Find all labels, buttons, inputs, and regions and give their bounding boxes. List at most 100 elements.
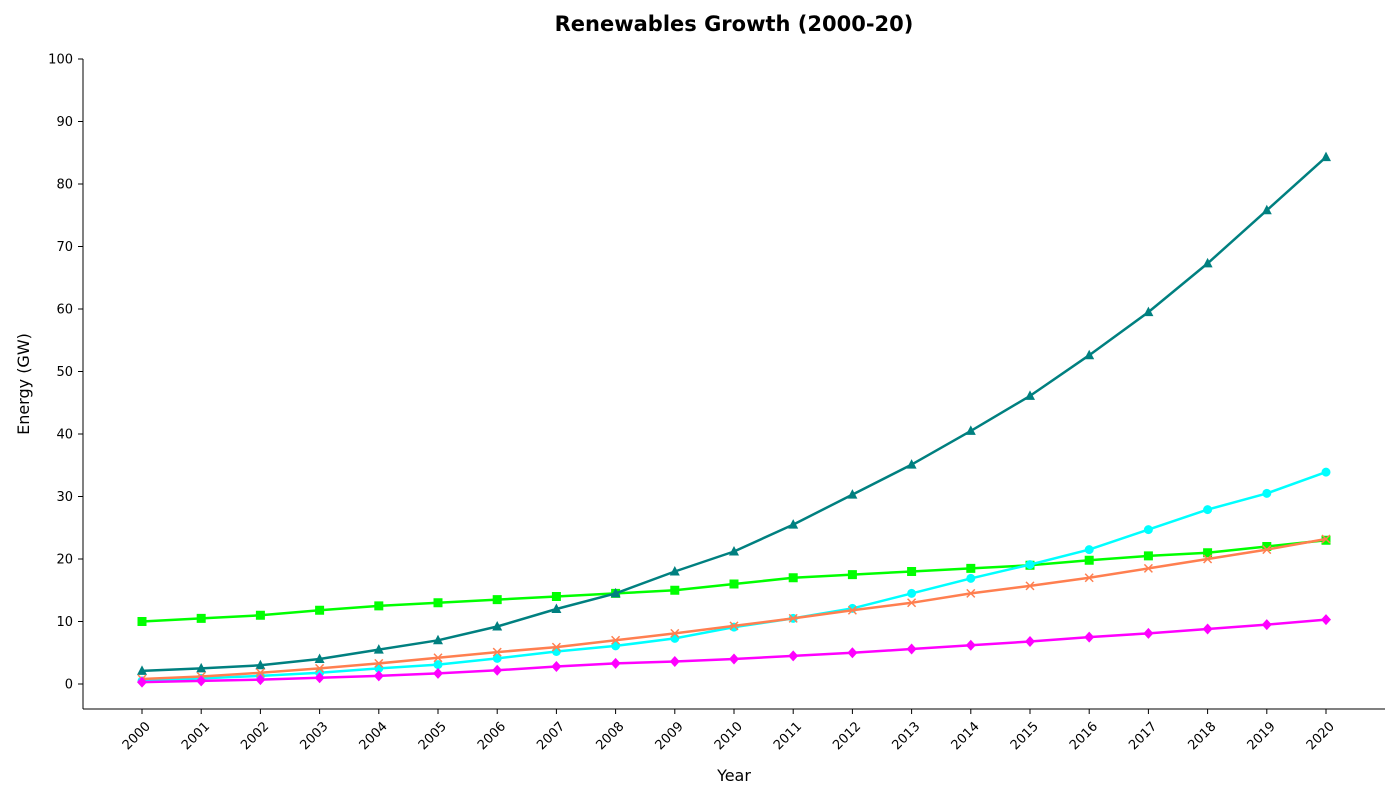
x-tick-label: 2006 (475, 719, 509, 753)
data-point (492, 653, 502, 663)
axes (82, 59, 1385, 710)
data-point (847, 605, 857, 615)
data-point (1321, 151, 1331, 162)
data-point (1143, 563, 1153, 573)
data-point (1262, 545, 1272, 555)
data-point (965, 425, 976, 435)
x-tick-label: 2013 (889, 719, 923, 753)
data-point (315, 605, 325, 615)
data-point (433, 598, 443, 608)
data-point (1025, 636, 1035, 647)
data-point (551, 592, 561, 601)
y-tick-label: 40 (56, 428, 73, 443)
data-point (1025, 581, 1035, 591)
data-point (492, 664, 503, 676)
data-point (196, 662, 207, 673)
series-3 (137, 467, 1331, 686)
data-point (492, 621, 503, 631)
y-tick-label: 20 (56, 553, 73, 568)
data-point (1084, 349, 1095, 360)
data-point (847, 647, 858, 659)
data-point (1262, 488, 1272, 498)
y-tick-label: 90 (56, 115, 73, 130)
data-point (137, 665, 147, 675)
x-tick-label: 2017 (1126, 719, 1160, 753)
data-point (196, 675, 207, 687)
data-point (137, 617, 147, 626)
data-point (907, 588, 917, 598)
data-point (315, 663, 325, 673)
series-line (140, 155, 1328, 673)
data-point (255, 668, 265, 678)
data-point (788, 650, 799, 662)
data-point (374, 658, 384, 668)
data-point (373, 644, 384, 654)
data-point (907, 598, 917, 608)
data-point (670, 633, 680, 643)
data-point (907, 567, 917, 576)
data-point (788, 519, 799, 529)
data-point (966, 588, 976, 598)
data-point (669, 566, 680, 576)
x-tick-label: 2004 (357, 719, 391, 753)
data-point (1143, 306, 1154, 317)
data-point (433, 667, 443, 679)
data-point (906, 643, 917, 655)
x-tick-label: 2020 (1304, 719, 1338, 753)
data-point (1143, 627, 1154, 639)
data-point (669, 656, 680, 667)
data-point (610, 657, 621, 669)
data-point (314, 672, 325, 684)
data-point (847, 570, 857, 580)
data-point (433, 653, 443, 663)
data-point (1084, 631, 1095, 643)
data-point (551, 603, 562, 613)
data-point (729, 621, 739, 631)
y-tick-label: 70 (56, 240, 73, 255)
series-line (140, 470, 1328, 683)
x-tick-label: 2011 (771, 719, 805, 753)
data-point (729, 546, 739, 556)
x-tick-label: 2009 (653, 719, 687, 753)
x-tick-label: 2016 (1067, 719, 1101, 753)
data-point (1203, 554, 1213, 564)
series-group (137, 151, 1331, 688)
data-point (1203, 548, 1213, 558)
data-point (847, 489, 858, 499)
data-point (314, 653, 325, 663)
data-point (1084, 573, 1094, 583)
data-point (611, 635, 621, 645)
x-tick-label: 2005 (416, 719, 450, 753)
data-point (1025, 560, 1035, 570)
data-point (670, 628, 680, 638)
data-point (1084, 555, 1094, 565)
data-point (196, 613, 206, 623)
x-tick-label: 2000 (120, 719, 154, 753)
x-tick-label: 2001 (179, 719, 213, 753)
x-axis-ticks: 2000 2001 2002 2003 2004 2005 2006 2007 2008 2009… (120, 709, 1338, 753)
x-tick-label: 2007 (534, 719, 568, 753)
data-point (433, 634, 443, 645)
series-5 (137, 614, 1331, 688)
x-tick-label: 2014 (949, 719, 983, 753)
data-point (1321, 467, 1331, 477)
data-point (255, 674, 266, 686)
data-point (906, 459, 917, 469)
x-axis-label: Year (716, 766, 751, 785)
data-point (1261, 204, 1272, 215)
data-point (788, 573, 798, 583)
series-2 (137, 151, 1331, 675)
x-tick-label: 2018 (1185, 719, 1219, 753)
x-tick-label: 2008 (593, 719, 627, 753)
data-point (729, 579, 739, 589)
data-point (1025, 390, 1035, 400)
data-point (1084, 545, 1094, 555)
y-tick-label: 50 (56, 365, 73, 380)
data-point (965, 639, 976, 651)
data-point (551, 642, 561, 652)
y-tick-label: 60 (56, 303, 73, 318)
y-tick-label: 0 (65, 678, 73, 693)
x-tick-label: 2015 (1008, 719, 1042, 753)
